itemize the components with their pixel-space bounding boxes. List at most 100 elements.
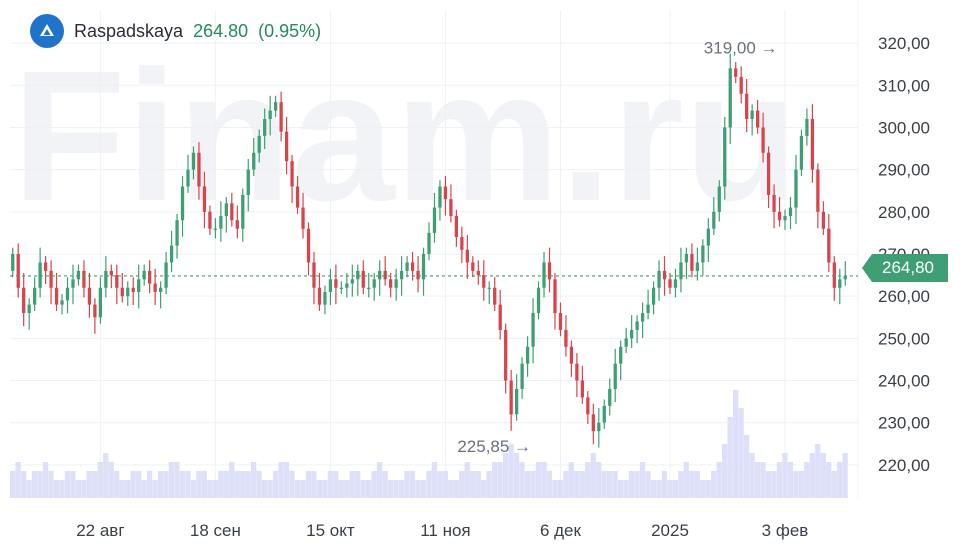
candle xyxy=(766,146,771,209)
volume-bar xyxy=(502,453,509,498)
candle-body xyxy=(465,249,469,263)
candle xyxy=(843,261,847,286)
candle-body xyxy=(602,405,606,423)
candle-body xyxy=(323,291,327,305)
candle xyxy=(153,268,157,306)
candle xyxy=(816,163,820,229)
last-price-label: 264,80 xyxy=(882,258,934,277)
candle xyxy=(208,205,212,236)
candle xyxy=(43,256,48,284)
volume-bar xyxy=(787,462,794,498)
candle xyxy=(553,272,557,330)
candle xyxy=(378,260,382,296)
candle xyxy=(558,302,563,337)
volume-bar xyxy=(114,471,120,498)
candle-body xyxy=(739,76,743,94)
candle xyxy=(432,192,437,243)
candle-body xyxy=(443,186,448,200)
candle xyxy=(16,243,20,298)
volume-bar xyxy=(196,471,202,498)
volume-bar xyxy=(464,462,470,498)
candle xyxy=(235,205,239,239)
candle xyxy=(805,108,809,146)
y-tick-label: 260,00 xyxy=(878,287,930,306)
candle-body xyxy=(399,270,404,280)
candle-body xyxy=(410,262,415,271)
candle-body xyxy=(175,220,179,246)
candle-body xyxy=(619,346,623,364)
candle xyxy=(514,374,519,421)
candle-body xyxy=(558,313,563,330)
candle xyxy=(219,201,223,242)
volume-bar xyxy=(404,471,410,498)
candle xyxy=(76,264,81,286)
candle-body xyxy=(734,68,738,77)
instrument-name[interactable]: Raspadskaya xyxy=(74,20,184,41)
candle-body xyxy=(263,119,267,136)
candle-body xyxy=(65,287,70,301)
candle xyxy=(268,95,272,136)
volume-bar xyxy=(497,462,503,498)
candle xyxy=(734,62,738,84)
volume-bar xyxy=(305,471,312,498)
candle xyxy=(263,108,267,149)
volume-bar xyxy=(97,462,103,498)
candle xyxy=(252,138,256,176)
candle-body xyxy=(372,279,376,288)
x-tick-label: 11 ноя xyxy=(420,521,470,540)
candle xyxy=(356,264,360,296)
candle xyxy=(542,251,546,298)
candle-body xyxy=(788,207,793,217)
volume-bars xyxy=(10,390,848,498)
candle-body xyxy=(805,119,809,136)
candle xyxy=(279,91,283,142)
candle xyxy=(487,281,491,305)
candle xyxy=(827,213,831,273)
candle xyxy=(449,184,453,223)
volume-bar xyxy=(398,480,405,498)
candle xyxy=(202,171,207,229)
volume-bar xyxy=(513,453,520,498)
candle-body xyxy=(586,397,590,415)
candle xyxy=(93,298,97,334)
instrument-change: (0.95%) xyxy=(258,20,322,41)
candle xyxy=(580,365,585,404)
volume-bar xyxy=(415,480,421,498)
candle-body xyxy=(421,254,426,280)
price-annotation: 319,00 → xyxy=(704,38,778,57)
candle xyxy=(339,281,344,295)
candlesticks xyxy=(11,53,847,448)
candle xyxy=(11,247,15,278)
y-tick-label: 240,00 xyxy=(878,372,930,391)
volume-bar xyxy=(130,471,136,498)
candle-body xyxy=(821,211,825,229)
volume-bar xyxy=(261,480,268,498)
volume-bar xyxy=(387,480,394,498)
candle-body xyxy=(301,207,305,229)
candle xyxy=(38,247,42,298)
candle xyxy=(224,197,228,233)
candle-body xyxy=(230,203,234,221)
volume-bar xyxy=(125,480,131,498)
volume-bar xyxy=(146,471,153,498)
candle xyxy=(290,154,294,203)
candle-body xyxy=(356,270,360,280)
volume-bar xyxy=(256,471,262,498)
candle xyxy=(646,289,650,320)
candle-body xyxy=(11,254,15,271)
candle-body xyxy=(525,346,530,364)
volume-bar xyxy=(360,480,366,498)
price-annotation: 225,85 → xyxy=(457,437,531,456)
candle-body xyxy=(87,287,92,305)
candle-body xyxy=(389,279,393,288)
candle-body xyxy=(630,329,634,339)
volume-bar xyxy=(201,471,207,498)
candle xyxy=(295,175,300,214)
volume-bar xyxy=(716,462,722,498)
volume-bar xyxy=(349,471,355,498)
volume-bar xyxy=(694,471,700,498)
candle-body xyxy=(482,275,486,288)
candle xyxy=(197,142,201,200)
candle-body xyxy=(158,287,163,292)
